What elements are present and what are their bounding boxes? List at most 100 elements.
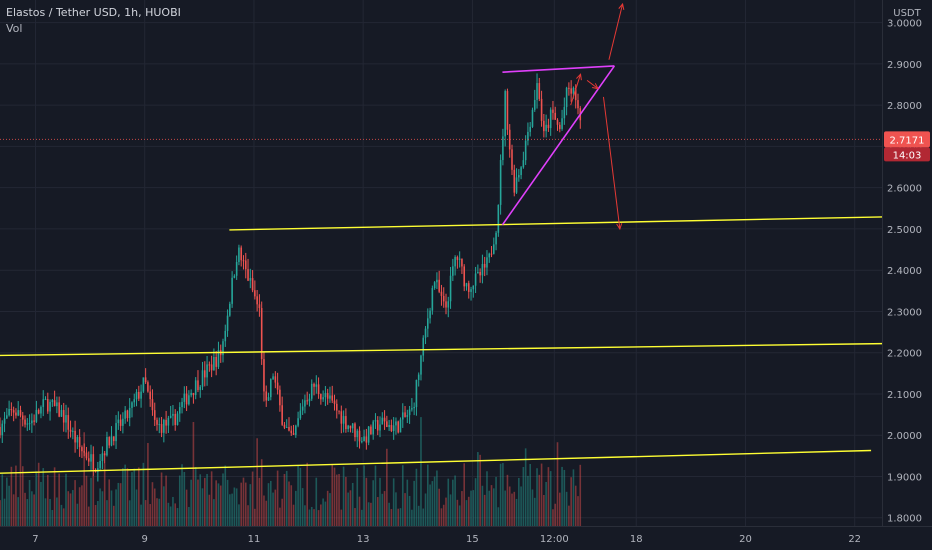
candle-body-129[interactable] bbox=[292, 433, 295, 435]
candle-body-18[interactable] bbox=[40, 406, 42, 414]
candle-body-137[interactable] bbox=[310, 383, 313, 399]
candle-body-157[interactable] bbox=[356, 430, 359, 438]
candle-body-219[interactable] bbox=[497, 204, 500, 233]
candle-body-38[interactable] bbox=[85, 452, 88, 459]
candle-body-145[interactable] bbox=[329, 395, 331, 399]
candle-body-45[interactable] bbox=[101, 453, 104, 462]
candle-body-24[interactable] bbox=[53, 400, 56, 407]
candle-body-87[interactable] bbox=[197, 380, 199, 390]
candle-body-141[interactable] bbox=[320, 394, 322, 400]
candle-body-179[interactable] bbox=[406, 415, 409, 417]
candle-body-56[interactable] bbox=[126, 410, 129, 419]
candle-body-95[interactable] bbox=[215, 356, 217, 367]
candle-body-61[interactable] bbox=[138, 391, 140, 399]
candle-body-189[interactable] bbox=[429, 310, 431, 319]
candle-body-136[interactable] bbox=[308, 398, 311, 402]
candle-body-36[interactable] bbox=[81, 447, 83, 452]
candle-body-186[interactable] bbox=[422, 337, 425, 356]
candle-body-118[interactable] bbox=[267, 397, 270, 401]
candle-body-71[interactable] bbox=[160, 424, 163, 433]
candle-body-240[interactable] bbox=[545, 124, 547, 132]
candle-body-146[interactable] bbox=[331, 395, 334, 401]
candle-body-162[interactable] bbox=[367, 426, 370, 443]
candle-body-99[interactable] bbox=[224, 330, 227, 342]
arrow-line-1[interactable] bbox=[602, 96, 621, 229]
candle-body-84[interactable] bbox=[190, 392, 192, 396]
candle-body-213[interactable] bbox=[483, 263, 486, 268]
candle-body-224[interactable] bbox=[508, 129, 511, 150]
candle-body-34[interactable] bbox=[76, 437, 79, 443]
candle-body-177[interactable] bbox=[401, 412, 404, 420]
candle-body-158[interactable] bbox=[358, 430, 361, 442]
candle-body-85[interactable] bbox=[192, 392, 195, 396]
candle-body-233[interactable] bbox=[529, 126, 532, 132]
candle-body-114[interactable] bbox=[258, 304, 261, 309]
candle-body-77[interactable] bbox=[174, 413, 177, 425]
candle-body-21[interactable] bbox=[46, 399, 49, 412]
candle-body-168[interactable] bbox=[381, 417, 384, 425]
candle-body-147[interactable] bbox=[333, 400, 336, 404]
candle-body-195[interactable] bbox=[442, 295, 445, 302]
candle-body-204[interactable] bbox=[463, 266, 466, 287]
candle-body-252[interactable] bbox=[572, 87, 575, 94]
candle-body-122[interactable] bbox=[276, 382, 279, 390]
candle-body-216[interactable] bbox=[490, 253, 493, 255]
candle-body-10[interactable] bbox=[21, 415, 24, 420]
candle-body-127[interactable] bbox=[288, 426, 290, 431]
candle-body-215[interactable] bbox=[488, 253, 491, 258]
trendline-upper-support[interactable] bbox=[229, 216, 883, 231]
arrow-line-0[interactable] bbox=[608, 3, 624, 60]
candle-body-76[interactable] bbox=[172, 413, 174, 416]
candle-body-116[interactable] bbox=[263, 359, 265, 392]
candle-body-90[interactable] bbox=[203, 370, 206, 378]
candle-body-28[interactable] bbox=[62, 410, 65, 423]
candle-body-159[interactable] bbox=[361, 441, 363, 443]
candle-body-218[interactable] bbox=[495, 232, 497, 245]
candle-body-194[interactable] bbox=[440, 291, 443, 296]
candle-body-171[interactable] bbox=[388, 425, 390, 427]
candle-body-16[interactable] bbox=[35, 409, 38, 422]
candle-body-230[interactable] bbox=[522, 160, 525, 168]
candle-body-119[interactable] bbox=[269, 379, 272, 398]
candle-body-198[interactable] bbox=[449, 275, 452, 302]
candle-body-133[interactable] bbox=[301, 406, 304, 411]
candle-body-160[interactable] bbox=[363, 436, 365, 442]
candle-body-197[interactable] bbox=[447, 301, 450, 308]
candle-body-22[interactable] bbox=[49, 401, 51, 412]
candle-body-203[interactable] bbox=[461, 258, 463, 267]
candle-body-142[interactable] bbox=[322, 397, 324, 400]
candle-body-88[interactable] bbox=[199, 386, 202, 390]
candle-body-123[interactable] bbox=[279, 389, 281, 406]
candle-body-148[interactable] bbox=[335, 403, 338, 411]
candle-body-64[interactable] bbox=[144, 377, 147, 383]
candle-body-12[interactable] bbox=[26, 423, 29, 425]
candle-body-52[interactable] bbox=[117, 419, 120, 424]
candle-body-161[interactable] bbox=[365, 436, 368, 443]
candle-body-11[interactable] bbox=[24, 419, 26, 425]
candle-body-228[interactable] bbox=[518, 175, 520, 178]
candle-body-227[interactable] bbox=[515, 177, 518, 193]
candle-body-57[interactable] bbox=[128, 407, 131, 419]
candle-body-154[interactable] bbox=[349, 425, 352, 429]
candle-body-251[interactable] bbox=[570, 88, 572, 94]
candle-body-109[interactable] bbox=[247, 269, 249, 281]
candle-body-232[interactable] bbox=[527, 131, 529, 141]
candle-body-207[interactable] bbox=[470, 289, 472, 292]
candle-body-169[interactable] bbox=[383, 417, 386, 422]
candle-body-166[interactable] bbox=[376, 420, 379, 431]
candle-body-103[interactable] bbox=[233, 275, 236, 278]
candle-body-254[interactable] bbox=[577, 100, 579, 109]
candle-body-78[interactable] bbox=[176, 413, 179, 425]
candle-body-143[interactable] bbox=[324, 393, 327, 398]
candle-body-70[interactable] bbox=[158, 424, 161, 426]
candle-body-1[interactable] bbox=[1, 423, 4, 436]
candle-body-176[interactable] bbox=[399, 419, 402, 433]
candle-body-234[interactable] bbox=[531, 109, 534, 127]
candle-body-172[interactable] bbox=[390, 425, 393, 432]
candle-body-199[interactable] bbox=[452, 266, 454, 276]
volume-label[interactable]: Vol bbox=[6, 22, 23, 35]
candle-body-9[interactable] bbox=[19, 410, 22, 416]
candle-body-49[interactable] bbox=[110, 436, 113, 446]
candle-body-80[interactable] bbox=[181, 401, 183, 408]
candle-body-151[interactable] bbox=[342, 416, 345, 424]
